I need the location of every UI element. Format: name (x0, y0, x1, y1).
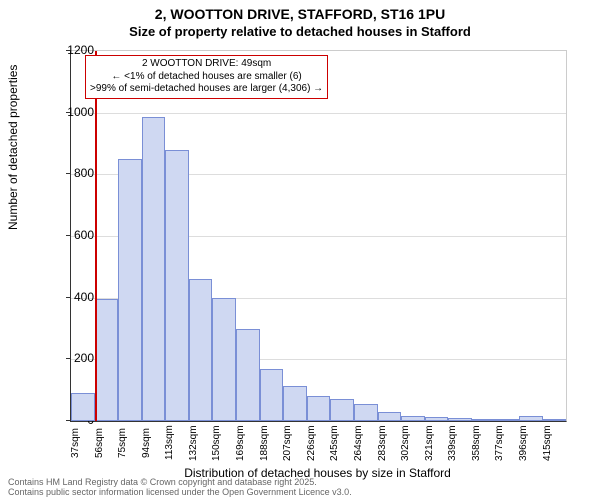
histogram-bar (71, 393, 95, 421)
x-tick: 396sqm (518, 420, 542, 466)
histogram-bar (142, 117, 166, 421)
histogram-bar (95, 299, 119, 421)
histogram-bar (236, 329, 260, 422)
property-marker-line (95, 51, 97, 421)
histogram-bar (165, 150, 189, 421)
annotation-line1: 2 WOOTTON DRIVE: 49sqm (90, 58, 323, 71)
x-tick: 358sqm (471, 420, 495, 466)
histogram-bar (448, 418, 472, 421)
histogram-bars (71, 51, 566, 421)
page-title-line2: Size of property relative to detached ho… (0, 22, 600, 39)
x-tick: 188sqm (259, 420, 283, 466)
histogram-bar (260, 369, 284, 421)
x-tick: 169sqm (235, 420, 259, 466)
page-title-line1: 2, WOOTTON DRIVE, STAFFORD, ST16 1PU (0, 0, 600, 22)
histogram-bar (307, 396, 331, 421)
annotation-box: 2 WOOTTON DRIVE: 49sqm ← <1% of detached… (85, 55, 328, 99)
histogram-bar (401, 416, 425, 421)
x-tick: 415sqm (542, 420, 566, 466)
x-tick: 377sqm (494, 420, 518, 466)
histogram-bar (118, 159, 142, 421)
x-tick: 150sqm (211, 420, 235, 466)
x-tick: 321sqm (424, 420, 448, 466)
x-tick: 302sqm (400, 420, 424, 466)
x-tick: 245sqm (329, 420, 353, 466)
histogram-bar (495, 419, 519, 421)
histogram-bar (378, 412, 402, 421)
x-tick: 264sqm (353, 420, 377, 466)
histogram-bar (543, 419, 567, 421)
histogram-bar (472, 419, 496, 421)
histogram-bar (330, 399, 354, 421)
histogram-bar (283, 386, 307, 421)
annotation-line2: ← <1% of detached houses are smaller (6) (90, 71, 323, 84)
histogram-bar (212, 298, 236, 421)
histogram-bar (519, 416, 543, 421)
x-tick-labels: 37sqm56sqm75sqm94sqm113sqm132sqm150sqm16… (70, 420, 565, 466)
histogram-bar (189, 279, 213, 421)
histogram-bar (354, 404, 378, 421)
x-tick: 94sqm (141, 420, 165, 466)
x-tick: 283sqm (377, 420, 401, 466)
x-tick: 226sqm (306, 420, 330, 466)
x-tick: 75sqm (117, 420, 141, 466)
x-tick: 37sqm (70, 420, 94, 466)
histogram-bar (425, 417, 449, 421)
x-tick: 207sqm (282, 420, 306, 466)
annotation-line3: >99% of semi-detached houses are larger … (90, 83, 323, 96)
chart-plot-area: 2 WOOTTON DRIVE: 49sqm ← <1% of detached… (70, 50, 567, 422)
footer-line2: Contains public sector information licen… (8, 488, 352, 498)
x-tick: 56sqm (94, 420, 118, 466)
y-axis-label: Number of detached properties (6, 65, 20, 230)
x-tick: 132sqm (188, 420, 212, 466)
x-tick: 339sqm (447, 420, 471, 466)
x-tick: 113sqm (164, 420, 188, 466)
footer-attribution: Contains HM Land Registry data © Crown c… (8, 478, 352, 498)
